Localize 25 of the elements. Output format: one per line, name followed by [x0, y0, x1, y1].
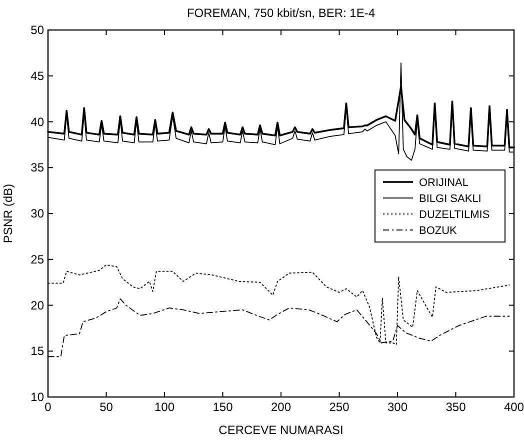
legend-label: BOZUK: [419, 225, 458, 237]
y-tick-label: 50: [30, 23, 44, 37]
x-axis-title: CERCEVE NUMARASI: [218, 423, 344, 437]
x-tick-label: 150: [212, 400, 234, 414]
y-tick-label: 35: [30, 160, 44, 175]
x-tick-label: 350: [446, 400, 466, 414]
x-tick-label: 50: [100, 400, 114, 414]
y-axis-title: PSNR (dB): [1, 184, 15, 244]
y-tick-label: 20: [30, 298, 44, 312]
y-tick-label: 40: [30, 114, 44, 129]
y-tick-label: 10: [30, 390, 44, 404]
legend-label: DUZELTILMIS: [419, 209, 490, 221]
chart-title: FOREMAN, 750 kbit/sn, BER: 1E-4: [186, 6, 376, 20]
y-tick-label: 30: [30, 206, 44, 220]
x-tick-label: 100: [154, 400, 175, 414]
y-tick-label: 15: [30, 344, 44, 358]
x-tick-label: 300: [387, 400, 408, 414]
x-tick-label: 400: [504, 400, 524, 414]
y-tick-label: 25: [30, 252, 44, 266]
legend-label: ORIJINAL: [419, 177, 469, 189]
x-tick-label: 250: [329, 400, 350, 414]
legend-label: BILGI SAKLI: [419, 193, 482, 205]
x-tick-label: 200: [270, 400, 292, 414]
x-tick-label: 0: [44, 400, 52, 414]
y-tick-label: 45: [30, 68, 44, 83]
